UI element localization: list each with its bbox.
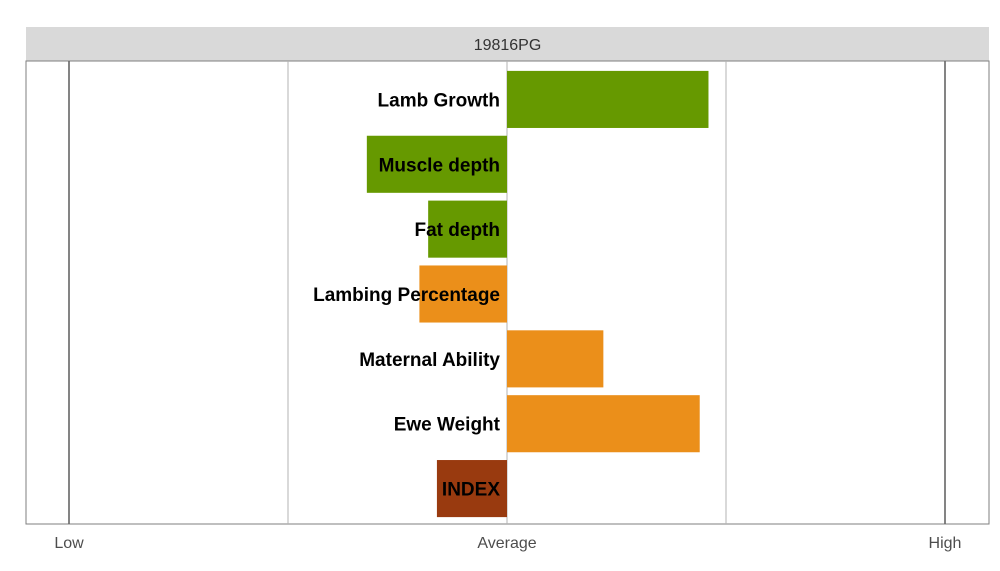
trait-label-2: Muscle depth xyxy=(379,155,500,176)
bar-5 xyxy=(507,330,604,388)
trait-label-7: INDEX xyxy=(442,480,500,501)
bar-6 xyxy=(507,395,700,453)
x-tick-label-1: Low xyxy=(54,535,84,552)
chart-title: 19816PG xyxy=(474,37,542,54)
x-tick-label-2: Average xyxy=(477,535,536,552)
trait-label-6: Ewe Weight xyxy=(394,415,501,436)
bar-3 xyxy=(428,200,507,258)
bar-7 xyxy=(436,460,507,518)
trait-label-1: Lamb Growth xyxy=(378,90,500,111)
trait-label-3: Fat depth xyxy=(415,220,501,241)
bar-4 xyxy=(419,265,507,323)
trait-label-4: Lambing Percentage xyxy=(313,285,500,306)
bar-1 xyxy=(507,70,709,128)
x-tick-label-3: High xyxy=(929,535,962,552)
bar-2 xyxy=(366,135,507,193)
title-strip xyxy=(26,27,989,61)
trait-label-5: Maternal Ability xyxy=(359,350,500,371)
